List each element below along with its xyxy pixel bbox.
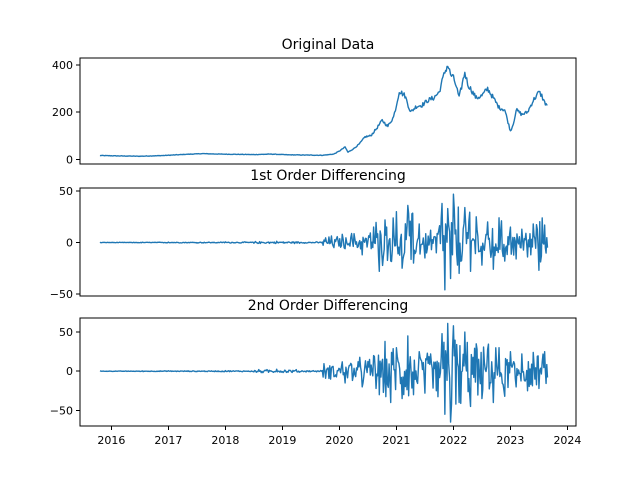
panel-title: 2nd Order Differencing [248,298,409,314]
series-group [99,322,549,423]
series-group [99,65,548,158]
series-line [99,322,549,423]
x-ticks: 2016 2017 2018 2019 2020 2021 2022 2023 2024 [97,426,581,447]
x-tick-label: 2024 [553,434,581,447]
y-tick-label: 200 [52,106,73,119]
y-tick-label: 50 [59,326,73,339]
y-tick-label: 400 [52,59,73,72]
panel-original-data: Original Data 0 200 400 [52,37,577,166]
series-line [99,193,549,291]
axes-frame [79,317,577,427]
panel-title: Original Data [282,37,375,53]
y-ticks: 0 200 400 [52,59,80,166]
y-tick-label: 50 [59,185,73,198]
y-tick-label: −50 [50,404,73,417]
y-ticks: −50 0 50 [50,185,80,301]
x-tick-label: 2020 [325,434,353,447]
x-tick-label: 2021 [382,434,410,447]
x-tick-label: 2022 [439,434,467,447]
y-tick-label: 0 [66,365,73,378]
y-ticks: −50 0 50 [50,326,80,417]
x-tick-label: 2023 [496,434,524,447]
x-tick-label: 2017 [154,434,182,447]
panel-title: 1st Order Differencing [250,168,406,184]
y-tick-label: −50 [50,288,73,301]
y-tick-label: 0 [66,153,73,166]
series-line [99,65,548,158]
x-tick-label: 2019 [268,434,296,447]
x-tick-label: 2016 [97,434,125,447]
x-tick-label: 2018 [211,434,239,447]
series-group [99,193,549,291]
axes-frame [79,57,577,165]
axes-frame [79,187,577,297]
y-tick-label: 0 [66,237,73,250]
panel-first-order-differencing: 1st Order Differencing −50 0 50 [50,168,577,301]
